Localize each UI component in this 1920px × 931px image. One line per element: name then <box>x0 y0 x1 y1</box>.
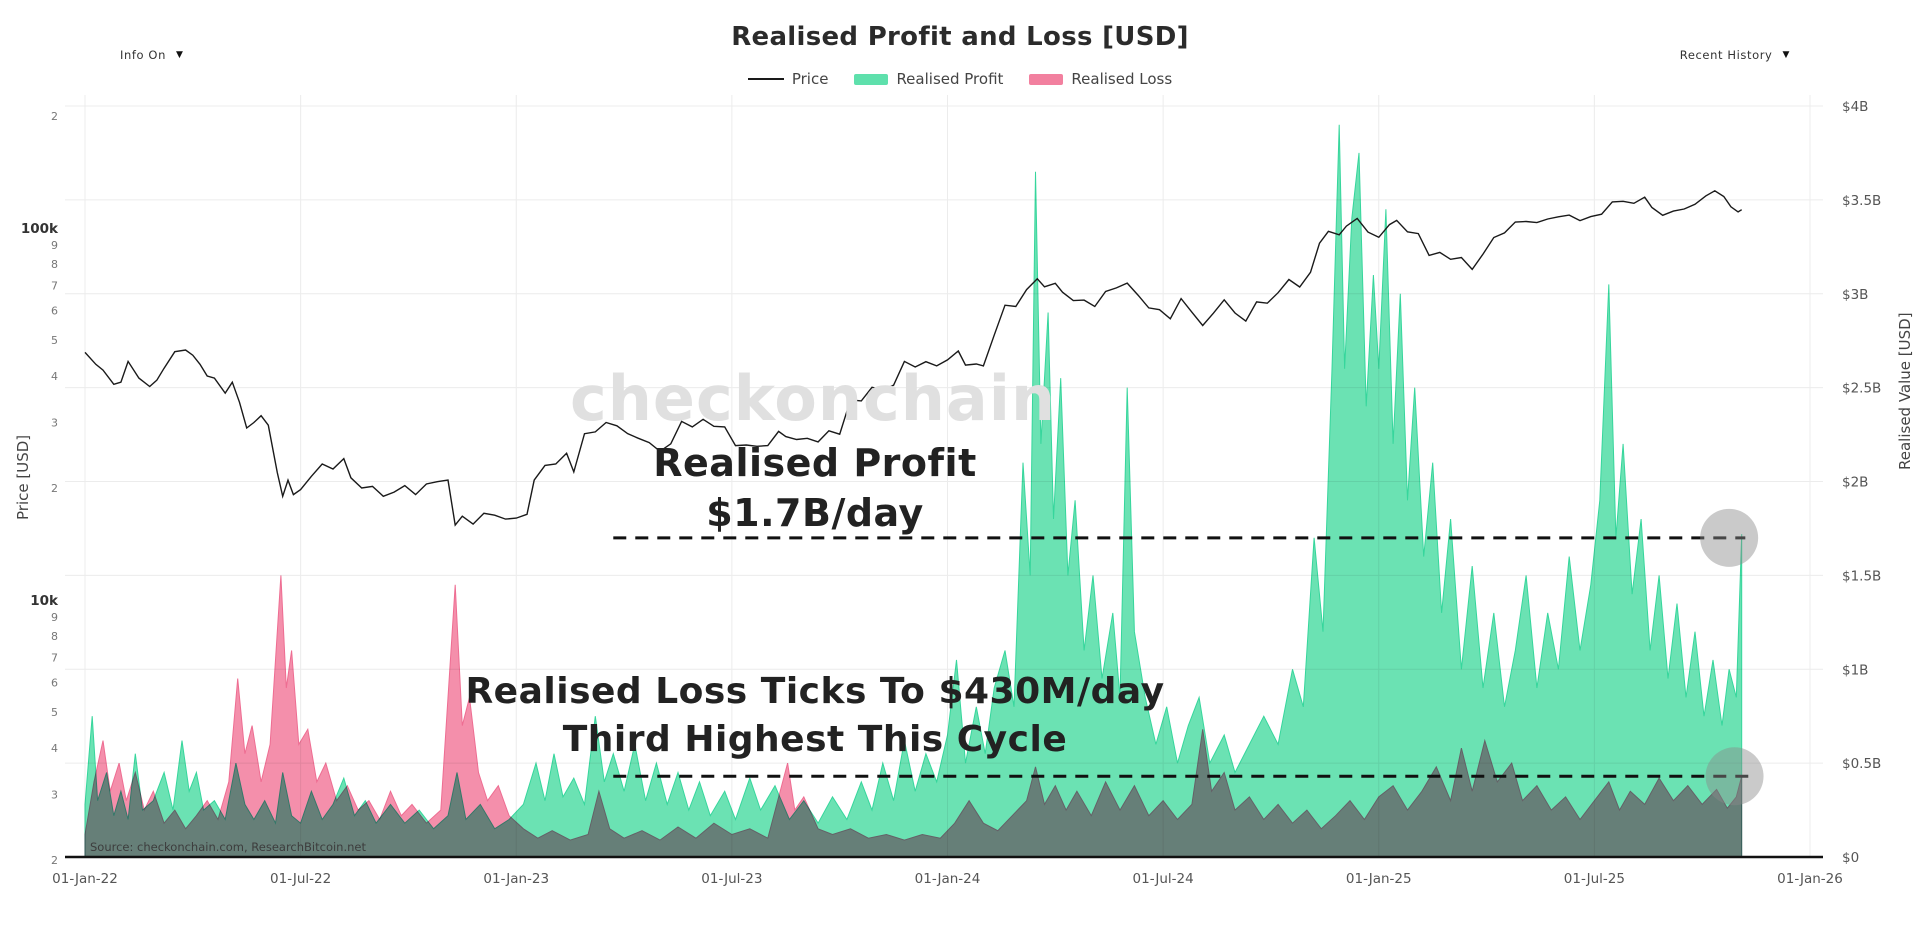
price-line-swatch <box>747 78 784 80</box>
x-tick-label: 01-Jan-26 <box>1777 871 1843 887</box>
realised-loss-area <box>84 575 1743 858</box>
left-axis-title: Price [USD] <box>14 434 32 520</box>
price-axis-minor-tick: 8 <box>51 258 58 271</box>
price-axis-minor-tick: 6 <box>51 677 58 690</box>
x-tick-label: 01-Jul-25 <box>1564 871 1625 887</box>
x-tick-label: 01-Jan-23 <box>483 871 549 887</box>
price-axis-minor-tick: 2 <box>51 854 58 867</box>
price-axis-major-tick: 100k <box>21 221 59 237</box>
x-tick-label: 01-Jan-25 <box>1346 871 1412 887</box>
value-axis-tick: $0.5B <box>1842 756 1881 772</box>
x-tick-label: 01-Jan-24 <box>915 871 981 887</box>
value-axis-tick: $0 <box>1842 850 1859 866</box>
legend: Price Realised Profit Realised Loss <box>0 70 1920 88</box>
price-axis-minor-tick: 2 <box>51 110 58 123</box>
price-axis-minor-tick: 3 <box>51 789 58 802</box>
realised-loss-swatch <box>1029 73 1064 85</box>
value-axis-tick: $2B <box>1842 475 1868 491</box>
price-axis-minor-tick: 5 <box>51 334 58 347</box>
price-axis-major-tick: 10k <box>30 593 59 609</box>
legend-item-realised-profit[interactable]: Realised Profit <box>854 70 1003 88</box>
value-axis-tick: $3B <box>1842 287 1868 303</box>
realised-profit-annotation-line2: $1.7B/day <box>706 491 924 536</box>
realised-loss-annotation-line1: Realised Loss Ticks To $430M/day <box>465 671 1165 712</box>
value-axis-tick: $1.5B <box>1842 568 1881 584</box>
history-range-dropdown[interactable]: Recent History ▼ <box>1680 48 1790 62</box>
checkonchain-watermark: checkonchain <box>570 362 1057 435</box>
price-axis-minor-tick: 9 <box>51 239 58 252</box>
value-axis-tick: $4B <box>1842 99 1868 115</box>
legend-item-price[interactable]: Price <box>747 70 829 88</box>
realised-profit-annotation-line1: Realised Profit <box>653 441 977 485</box>
price-axis-minor-tick: 3 <box>51 417 58 430</box>
price-axis-minor-tick: 7 <box>51 280 58 293</box>
realised-profit-level-highlight-circle <box>1700 508 1759 567</box>
value-axis-tick: $1B <box>1842 662 1868 678</box>
realised-loss-annotation-line2: Third Highest This Cycle <box>562 718 1068 760</box>
realised-profit-swatch <box>854 73 889 85</box>
value-axis-tick: $3.5B <box>1842 193 1881 209</box>
info-toggle-label: Info On <box>120 48 166 62</box>
price-axis-minor-tick: 8 <box>51 630 58 643</box>
price-axis-minor-tick: 6 <box>51 305 58 318</box>
price-axis-minor-tick: 4 <box>51 742 58 755</box>
value-axis-tick: $2.5B <box>1842 381 1881 397</box>
history-range-label: Recent History <box>1679 48 1773 62</box>
realised-loss-level-highlight-circle <box>1705 747 1764 806</box>
price-axis-minor-tick: 4 <box>51 370 58 383</box>
legend-price-label: Price <box>791 70 829 88</box>
price-line <box>84 189 1743 527</box>
x-tick-label: 01-Jul-22 <box>270 871 331 887</box>
x-tick-label: 01-Jul-23 <box>701 871 762 887</box>
right-axis-title: Realised Value [USD] <box>1896 312 1914 470</box>
legend-loss-label: Realised Loss <box>1071 70 1173 88</box>
info-toggle-dropdown[interactable]: Info On ▼ <box>120 48 184 62</box>
page-title: Realised Profit and Loss [USD] <box>731 22 1189 52</box>
price-axis-minor-tick: 7 <box>51 652 58 665</box>
source-credit: Source: checkonchain.com, ResearchBitcoi… <box>90 840 366 854</box>
realised-loss-annotation: Realised Loss Ticks To $430M/day Third H… <box>390 668 1240 763</box>
x-tick-label: 01-Jul-24 <box>1133 871 1194 887</box>
x-tick-label: 01-Jan-22 <box>52 871 118 887</box>
price-axis-minor-tick: 5 <box>51 706 58 719</box>
realised-profit-annotation: Realised Profit $1.7B/day <box>480 438 1150 538</box>
price-axis-minor-tick: 2 <box>51 482 58 495</box>
chevron-down-icon: ▼ <box>1782 50 1790 60</box>
legend-item-realised-loss[interactable]: Realised Loss <box>1029 70 1172 88</box>
legend-profit-label: Realised Profit <box>896 70 1004 88</box>
price-axis-minor-tick: 9 <box>51 611 58 624</box>
chevron-down-icon: ▼ <box>175 50 184 60</box>
